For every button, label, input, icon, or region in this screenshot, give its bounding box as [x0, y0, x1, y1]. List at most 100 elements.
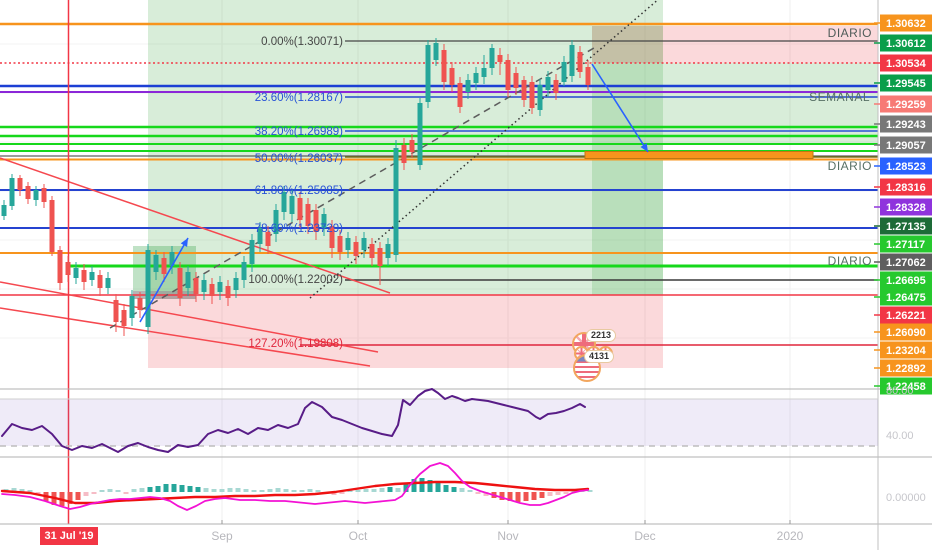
price-axis-label-text: 1.29243	[886, 119, 926, 131]
trendline[interactable]	[309, 0, 660, 299]
macd-histogram-bar	[387, 487, 393, 492]
trendline[interactable]	[0, 307, 371, 367]
macd-histogram-bar	[483, 492, 489, 496]
price-axis-label[interactable]	[880, 271, 932, 289]
macd-histogram-bar	[419, 478, 425, 492]
candle-body	[281, 192, 287, 212]
macd-signal-line	[0, 480, 590, 505]
candle-body	[305, 204, 311, 226]
candle-body	[177, 268, 183, 298]
price-axis-label[interactable]	[880, 323, 932, 341]
candle-body	[137, 298, 143, 310]
price-axis-label[interactable]	[880, 377, 932, 395]
orange-level-bar[interactable]	[584, 151, 814, 159]
candle-body	[185, 272, 191, 288]
candle-body	[321, 214, 327, 228]
price-axis-label-text: 1.28316	[886, 182, 926, 194]
candle-body	[201, 280, 207, 292]
macd-histogram-bar	[259, 490, 265, 492]
macd-histogram-bar	[435, 483, 441, 492]
indicator-axis-label[interactable]: 80.00	[886, 385, 914, 397]
price-axis-label[interactable]	[880, 115, 932, 133]
price-axis-label[interactable]	[880, 34, 932, 52]
macd-line	[1, 462, 589, 511]
price-axis-label[interactable]	[880, 288, 932, 306]
macd-histogram-bar	[131, 489, 137, 492]
price-axis-label[interactable]	[880, 217, 932, 235]
arrow-line[interactable]	[591, 63, 649, 153]
price-axis-label-text: 1.26090	[886, 327, 926, 339]
macd-histogram-bar	[403, 483, 409, 492]
arrow-line[interactable]	[139, 237, 189, 323]
macd-histogram-bar	[75, 492, 81, 500]
price-axis-label[interactable]	[880, 54, 932, 72]
price-axis-label[interactable]	[880, 235, 932, 253]
candle-body	[361, 238, 367, 250]
fib-level-label: 78.60%(1.23729)	[255, 223, 343, 235]
ideas-flag-markers[interactable]: 2213 4131	[572, 328, 624, 384]
macd-histogram-bar	[91, 492, 97, 494]
macd-histogram-bar	[99, 490, 105, 492]
price-axis-label[interactable]	[880, 253, 932, 271]
macd-histogram-bar	[315, 490, 321, 492]
candle-body	[105, 278, 111, 288]
candle-body	[545, 77, 551, 90]
candle-body	[49, 200, 55, 252]
candle-body	[409, 140, 415, 152]
price-axis-label[interactable]	[880, 74, 932, 92]
candle-body	[369, 244, 375, 258]
macd-histogram-bar	[163, 484, 169, 492]
trendline[interactable]	[109, 47, 595, 329]
price-axis-label[interactable]	[880, 198, 932, 216]
candle-body	[153, 255, 159, 272]
macd-histogram-bar	[587, 490, 593, 492]
price-axis-label[interactable]	[880, 157, 932, 175]
candle-body	[145, 250, 151, 327]
price-axis-label-text: 1.22458	[886, 381, 926, 393]
candle-body	[441, 50, 447, 82]
time-axis-month: Nov	[497, 529, 519, 543]
candle-body	[513, 73, 519, 88]
macd-histogram-bar	[171, 484, 177, 492]
candle-body	[561, 62, 567, 82]
candle-body	[585, 67, 591, 85]
macd-histogram-bar	[155, 486, 161, 492]
macd-histogram-bar	[83, 492, 89, 496]
price-axis-label-text: 1.28328	[886, 202, 926, 214]
price-axis-label-text: 1.30612	[886, 38, 926, 50]
candle-body	[553, 80, 559, 93]
trendline[interactable]	[0, 157, 391, 294]
candle-body	[33, 190, 39, 200]
candle-body	[449, 68, 455, 85]
candle-body	[377, 248, 383, 266]
price-axis-label-text: 1.30632	[886, 18, 926, 30]
trendline[interactable]	[0, 281, 379, 353]
candle-body	[577, 52, 583, 72]
candle-body	[265, 232, 271, 246]
candle-body	[393, 148, 399, 255]
time-axis-month: Dec	[634, 529, 656, 543]
candle-body	[169, 252, 175, 266]
macd-histogram-bar	[475, 492, 481, 494]
macd-histogram-bar	[251, 490, 257, 492]
macd-histogram-bar	[467, 490, 473, 492]
level-label-diario-top: DIARIO	[827, 26, 872, 40]
macd-histogram-bar	[531, 492, 537, 500]
indicator-axis-label[interactable]: 40.00	[886, 430, 914, 442]
macd-histogram-bar	[347, 490, 353, 492]
indicator-axis-label[interactable]: 0.00000	[886, 492, 926, 504]
price-axis-label[interactable]	[880, 136, 932, 154]
macd-histogram-bar	[523, 492, 529, 501]
price-axis-label[interactable]	[880, 95, 932, 113]
price-axis-label[interactable]	[880, 306, 932, 324]
macd-histogram-bar	[27, 490, 33, 492]
macd-histogram-bar	[427, 480, 433, 492]
price-axis-label[interactable]	[880, 14, 932, 32]
candle-body	[129, 296, 135, 318]
price-axis-label[interactable]	[880, 341, 932, 359]
price-axis-label[interactable]	[880, 359, 932, 377]
price-axis-label-text: 1.23204	[886, 345, 927, 357]
price-axis-label[interactable]	[880, 178, 932, 196]
rsi-line	[1, 388, 586, 453]
